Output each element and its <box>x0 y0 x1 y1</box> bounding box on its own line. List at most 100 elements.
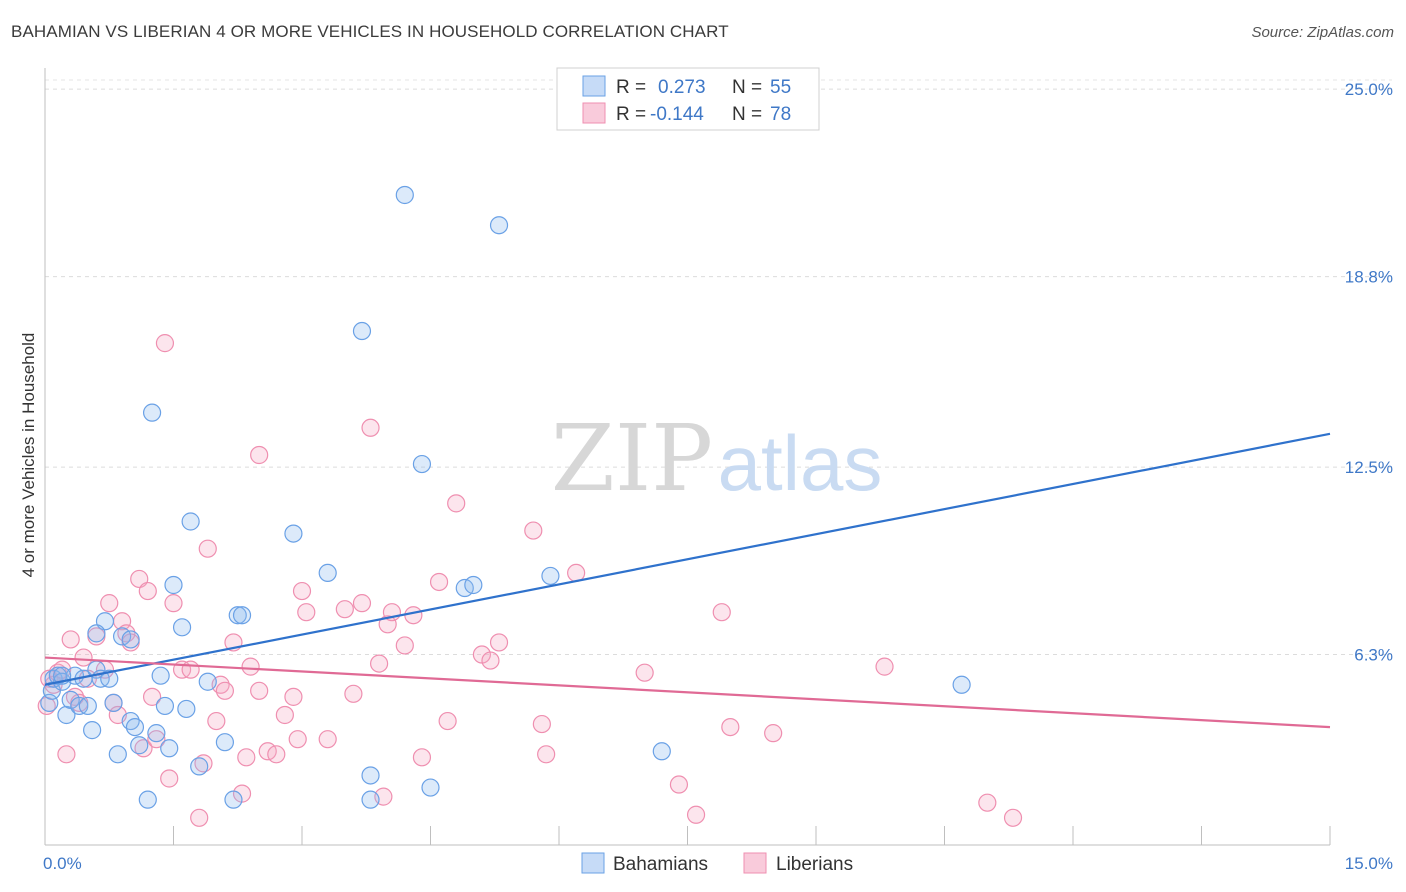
watermark-zip: ZIP <box>551 405 713 512</box>
bahamian-point-38 <box>284 524 303 543</box>
legend-n-label-1: N = <box>732 77 762 98</box>
legend-swatch-bahamians <box>582 75 606 97</box>
liberian-point-75 <box>764 724 783 743</box>
bahamian-point-16 <box>104 693 123 713</box>
bahamian-point-43 <box>395 185 414 205</box>
bahamian-point-50 <box>652 742 671 761</box>
legend-n-label-2: N = <box>732 104 762 125</box>
bahamian-point-33 <box>198 672 217 691</box>
liberian-point-40 <box>250 681 269 700</box>
liberian-point-66 <box>524 521 543 540</box>
liberian-point-53 <box>370 654 389 673</box>
liberian-point-31 <box>198 539 217 558</box>
liberian-point-25 <box>160 769 179 788</box>
y-tick-label-3: 6.3% <box>1354 646 1393 665</box>
bahamian-trend-line <box>44 432 1331 686</box>
bahamian-point-22 <box>138 790 157 809</box>
series-liberians <box>37 334 1023 827</box>
legend-n-value-2: 78 <box>770 104 791 125</box>
bahamian-point-10 <box>78 696 97 716</box>
liberian-point-58 <box>404 606 423 625</box>
bahamian-point-30 <box>177 699 196 719</box>
bahamian-point-28 <box>164 575 183 595</box>
bahamian-point-31 <box>181 512 200 531</box>
liberian-point-9 <box>74 648 93 667</box>
bahamian-point-24 <box>147 724 166 743</box>
legend-swatch-liberians <box>582 102 606 124</box>
liberian-point-32 <box>207 711 226 731</box>
liberian-point-76 <box>875 657 894 676</box>
bahamian-point-23 <box>142 403 162 422</box>
bottom-legend-swatch-bahamians <box>581 852 605 874</box>
bahamian-point-53 <box>87 624 106 643</box>
liberian-point-44 <box>284 687 303 706</box>
legend-box: R = 0.273 N = 55 R = -0.144 N = 78 <box>556 67 820 131</box>
bahamian-point-17 <box>108 745 127 764</box>
liberian-point-6 <box>61 630 80 649</box>
x-tick-label-1: 15.0% <box>1345 854 1393 873</box>
bahamian-point-47 <box>464 575 483 595</box>
bahamian-point-29 <box>172 618 192 637</box>
liberian-point-70 <box>635 663 654 682</box>
bahamian-point-44 <box>412 454 432 474</box>
liberian-point-59 <box>412 748 432 767</box>
bahamian-point-25 <box>151 666 170 685</box>
liberian-point-22 <box>142 687 162 706</box>
legend-r-label-2: R = <box>616 104 646 125</box>
bahamian-point-45 <box>421 778 440 797</box>
liberian-point-52 <box>361 418 380 437</box>
bahamian-point-54 <box>121 630 140 649</box>
liberian-point-29 <box>190 808 209 827</box>
liberian-point-71 <box>669 775 689 794</box>
bahamian-point-39 <box>318 563 337 582</box>
legend-n-value-1: 55 <box>770 77 791 98</box>
axes <box>44 68 1331 846</box>
liberian-point-62 <box>447 494 466 513</box>
liberian-point-23 <box>147 730 166 749</box>
liberian-point-39 <box>250 445 269 465</box>
liberian-point-60 <box>429 572 449 592</box>
bahamian-point-34 <box>215 733 234 752</box>
legend-r-label-1: R = <box>616 77 646 98</box>
bahamian-point-26 <box>155 696 175 716</box>
liberian-point-67 <box>532 714 551 734</box>
bahamian-point-11 <box>83 721 102 740</box>
liberian-point-13 <box>100 594 119 613</box>
bahamian-point-41 <box>361 766 380 785</box>
liberian-point-26 <box>164 594 183 613</box>
bottom-legend-swatch-liberians <box>743 852 767 874</box>
watermark-atlas: atlas <box>718 419 883 507</box>
tick-labels: 25.0% 18.8% 12.5% 6.3% 0.0% 15.0% <box>43 80 1393 873</box>
liberian-point-34 <box>215 681 234 700</box>
bottom-legend: Bahamians Liberians <box>581 852 853 875</box>
liberian-point-72 <box>686 805 706 824</box>
bottom-legend-label-liberians: Liberians <box>776 854 853 875</box>
bahamian-point-15 <box>100 669 119 688</box>
bottom-legend-label-bahamians: Bahamians <box>613 854 708 875</box>
legend-r-value-1: 0.273 <box>658 77 706 98</box>
bahamian-point-35 <box>224 790 243 809</box>
grid-lines <box>45 79 1392 656</box>
chart-source: Source: ZipAtlas.com <box>1251 24 1394 41</box>
liberian-point-45 <box>288 730 307 749</box>
bahamian-point-21 <box>130 736 149 755</box>
liberian-point-48 <box>318 730 337 749</box>
trend-lines <box>44 432 1331 729</box>
liberian-point-49 <box>335 600 354 619</box>
bahamian-point-20 <box>125 717 145 737</box>
series-bahamians <box>40 185 971 809</box>
liberian-point-57 <box>395 636 414 655</box>
bahamian-point-48 <box>489 216 509 235</box>
bahamian-point-51 <box>952 675 971 694</box>
liberian-trend-line <box>44 656 1331 729</box>
bahamian-point-5 <box>57 705 76 725</box>
liberian-point-77 <box>978 793 997 812</box>
y-tick-label-1: 18.8% <box>1345 268 1393 287</box>
liberian-point-5 <box>57 745 76 764</box>
liberian-point-64 <box>481 651 500 670</box>
y-axis-title: 4 or more Vehicles in Household <box>19 333 38 578</box>
legend-r-value-2: -0.144 <box>650 104 704 125</box>
bahamian-point-32 <box>190 757 209 776</box>
bahamian-point-40 <box>352 321 372 341</box>
